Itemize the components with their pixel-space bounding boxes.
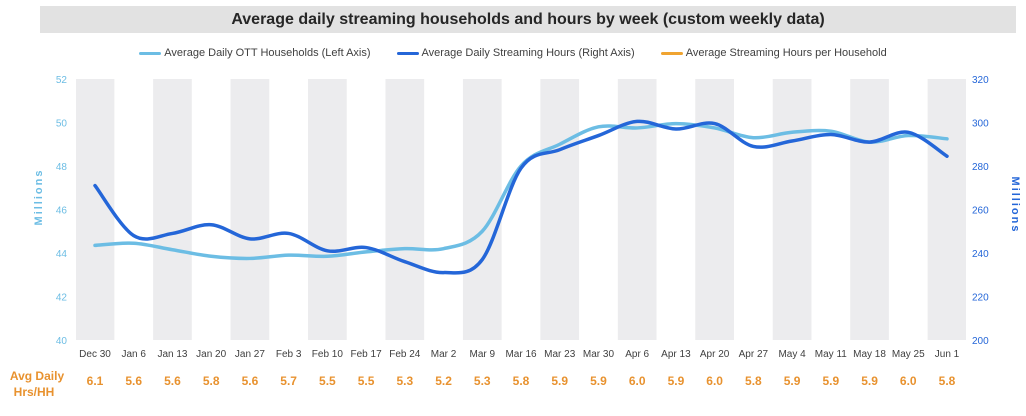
hh-value-label: 5.8 bbox=[745, 374, 762, 388]
x-tick-label: Feb 17 bbox=[351, 349, 383, 360]
x-tick-label: Apr 27 bbox=[739, 349, 769, 360]
left-axis-title: Millions bbox=[33, 169, 45, 226]
x-tick-label: Mar 16 bbox=[505, 349, 537, 360]
grid-band bbox=[695, 79, 734, 340]
legend-swatch-hours bbox=[396, 51, 419, 55]
hh-row-label-line2: Hrs/HH bbox=[14, 385, 55, 399]
x-tick-label: Apr 20 bbox=[700, 349, 730, 360]
hh-value-label: 5.3 bbox=[396, 374, 413, 388]
hh-value-label: 5.6 bbox=[242, 374, 259, 388]
grid-band bbox=[850, 79, 889, 340]
left-tick-label: 46 bbox=[56, 206, 68, 217]
x-tick-label: Jan 20 bbox=[196, 349, 226, 360]
hh-value-label: 5.5 bbox=[319, 374, 336, 388]
legend-item-hours: Average Daily Streaming Hours (Right Axi… bbox=[396, 47, 635, 59]
hh-value-label: 5.9 bbox=[784, 374, 801, 388]
left-tick-label: 48 bbox=[56, 162, 68, 173]
legend-swatch-households bbox=[139, 51, 162, 55]
hh-value-label: 5.6 bbox=[125, 374, 142, 388]
x-tick-label: May 11 bbox=[815, 349, 847, 360]
legend-label-households: Average Daily OTT Households (Left Axis) bbox=[164, 47, 371, 59]
grid-band bbox=[772, 79, 812, 340]
hh-value-label: 5.9 bbox=[822, 374, 839, 388]
grid-band bbox=[230, 79, 270, 340]
grid-band bbox=[385, 79, 425, 340]
chart-legend: Average Daily OTT Households (Left Axis)… bbox=[0, 44, 1026, 62]
hh-value-label: 5.9 bbox=[668, 374, 685, 388]
hh-value-label: 5.8 bbox=[939, 374, 956, 388]
left-tick-label: 44 bbox=[56, 249, 68, 260]
hh-value-label: 5.2 bbox=[435, 374, 452, 388]
legend-label-hours: Average Daily Streaming Hours (Right Axi… bbox=[421, 47, 635, 59]
x-tick-label: May 4 bbox=[778, 349, 806, 360]
x-axis-ticks: Dec 30 Jan 6 Jan 13 Jan 20 Jan 27 Feb 3 Feb 10… bbox=[79, 349, 960, 360]
legend-item-households: Average Daily OTT Households (Left Axis) bbox=[139, 47, 371, 59]
grid-band bbox=[76, 79, 115, 340]
grid-band bbox=[540, 79, 580, 340]
hh-value-label: 6.1 bbox=[87, 374, 104, 388]
hh-value-label: 5.9 bbox=[590, 374, 607, 388]
legend-swatch-ratio bbox=[660, 51, 683, 55]
x-tick-label: Mar 23 bbox=[544, 349, 576, 360]
x-tick-label: May 18 bbox=[853, 349, 886, 360]
chart-title-bar: Average daily streaming households and h… bbox=[40, 6, 1016, 33]
right-tick-label: 220 bbox=[972, 293, 989, 304]
series-line-households bbox=[93, 121, 949, 261]
background-bands bbox=[76, 79, 966, 340]
grid-band bbox=[308, 79, 347, 340]
series-lines bbox=[93, 119, 949, 275]
x-tick-label: May 25 bbox=[892, 349, 925, 360]
x-tick-label: Jan 6 bbox=[121, 349, 146, 360]
series-line-hours bbox=[93, 119, 949, 275]
x-tick-label: Jan 13 bbox=[157, 349, 187, 360]
right-tick-label: 260 bbox=[972, 206, 989, 217]
right-tick-label: 280 bbox=[972, 162, 989, 173]
left-tick-label: 42 bbox=[56, 293, 68, 304]
hh-value-label: 5.6 bbox=[164, 374, 181, 388]
left-axis-ticks: 40 42 44 46 48 50 52 bbox=[56, 75, 68, 347]
hh-value-label: 5.9 bbox=[861, 374, 878, 388]
x-tick-label: Jan 27 bbox=[235, 349, 265, 360]
x-tick-label: Mar 9 bbox=[469, 349, 495, 360]
hh-value-label: 6.0 bbox=[900, 374, 917, 388]
hh-value-label: 6.0 bbox=[706, 374, 723, 388]
x-tick-label: Mar 30 bbox=[583, 349, 615, 360]
grid-band bbox=[927, 79, 966, 340]
hh-value-label: 6.0 bbox=[629, 374, 646, 388]
hh-value-label: 5.9 bbox=[551, 374, 568, 388]
grid-band bbox=[153, 79, 192, 340]
hh-value-label: 5.5 bbox=[358, 374, 375, 388]
grid-band bbox=[617, 79, 657, 340]
legend-label-ratio: Average Streaming Hours per Household bbox=[685, 47, 887, 59]
left-tick-label: 50 bbox=[56, 119, 68, 130]
x-tick-label: Feb 24 bbox=[389, 349, 421, 360]
right-tick-label: 240 bbox=[972, 249, 989, 260]
x-tick-label: Dec 30 bbox=[79, 349, 111, 360]
x-tick-label: Feb 3 bbox=[276, 349, 302, 360]
hh-value-label: 5.3 bbox=[474, 374, 491, 388]
left-tick-label: 52 bbox=[56, 75, 68, 86]
x-tick-label: Jun 1 bbox=[935, 349, 960, 360]
left-tick-label: 40 bbox=[56, 336, 68, 347]
x-tick-label: Apr 13 bbox=[661, 349, 691, 360]
legend-item-ratio: Average Streaming Hours per Household bbox=[660, 47, 887, 59]
hh-row-label-line1: Avg Daily bbox=[10, 369, 65, 383]
x-tick-label: Apr 6 bbox=[625, 349, 649, 360]
right-tick-label: 200 bbox=[972, 336, 989, 347]
chart-title: Average daily streaming households and h… bbox=[231, 10, 825, 28]
x-tick-label: Feb 10 bbox=[312, 349, 344, 360]
right-axis-title: Millions bbox=[1009, 177, 1021, 234]
hh-values-row: 6.1 5.6 5.6 5.8 5.6 5.7 5.5 5.5 5.3 5.2 5.3 5.8 5.9 5… bbox=[87, 374, 956, 388]
right-tick-label: 320 bbox=[972, 75, 989, 86]
hh-value-label: 5.8 bbox=[203, 374, 220, 388]
right-axis-ticks: 200 220 240 260 280 300 320 bbox=[972, 75, 989, 347]
hh-value-label: 5.7 bbox=[280, 374, 297, 388]
hh-value-label: 5.8 bbox=[513, 374, 530, 388]
x-tick-label: Mar 2 bbox=[431, 349, 457, 360]
right-tick-label: 300 bbox=[972, 119, 989, 130]
